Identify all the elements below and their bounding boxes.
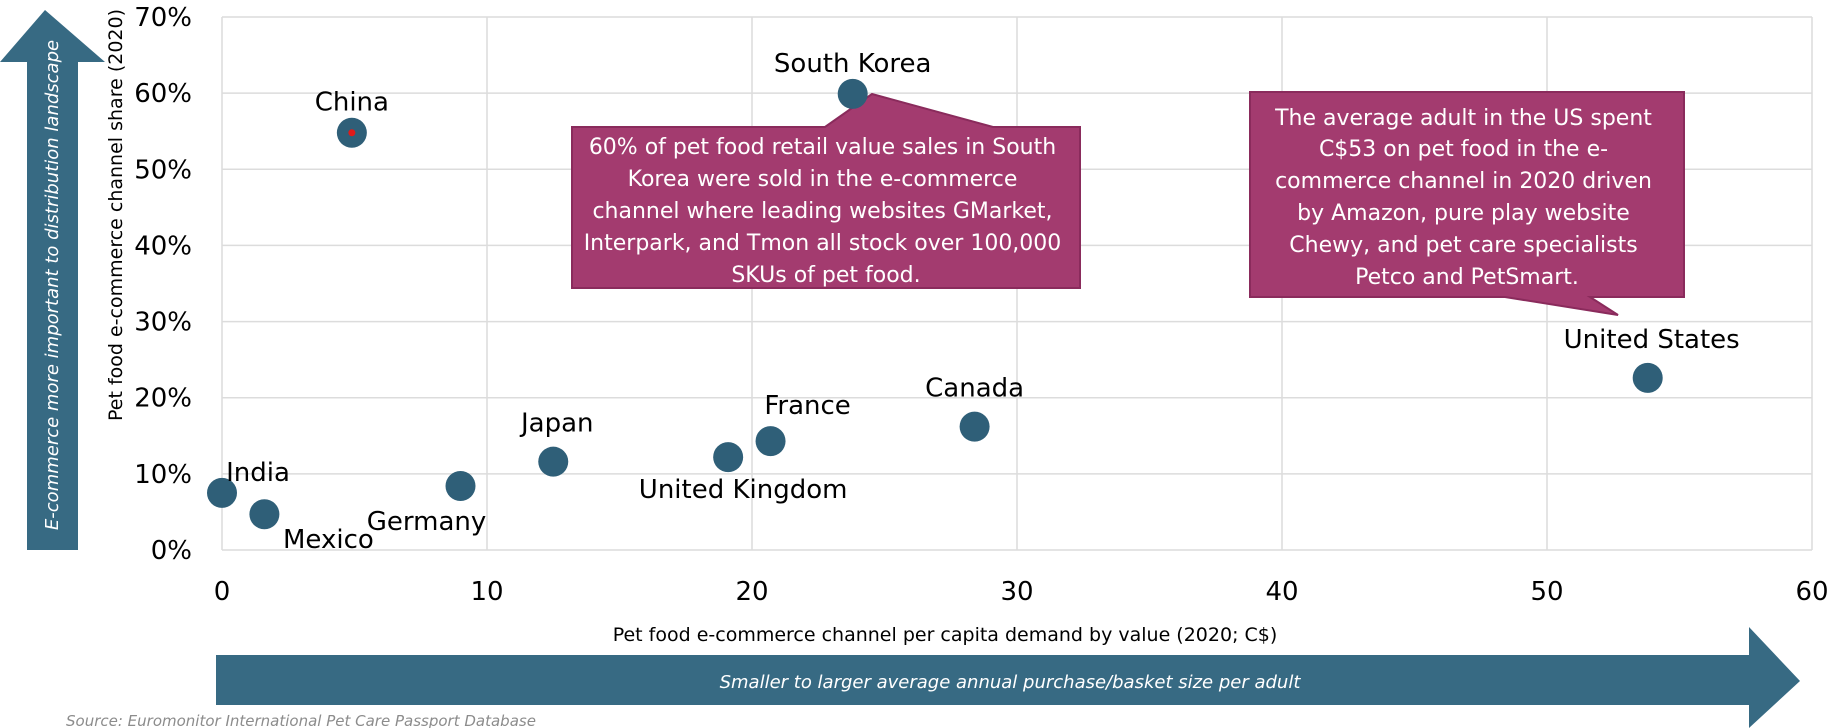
point-label-mexico: Mexico	[283, 525, 374, 555]
callout-south-korea-box	[571, 92, 1081, 289]
point-label-china: China	[315, 88, 389, 118]
x-tick-label: 20	[735, 577, 768, 607]
callout-south-korea-line: 60% of pet food retail value sales in So…	[589, 135, 1056, 160]
x-tick-label: 60	[1795, 577, 1828, 607]
y-tick-label: 50%	[134, 155, 192, 185]
y-tick-label: 60%	[134, 79, 192, 109]
callout-south-korea-line: Korea were sold in the e-commerce	[628, 167, 1018, 192]
x-axis-title: Pet food e-commerce channel per capita d…	[613, 624, 1278, 646]
callout-south-korea-line: channel where leading websites GMarket,	[592, 199, 1052, 224]
callout-united-states-line: by Amazon, pure play website	[1297, 201, 1630, 226]
callout-united-states-line: commerce channel in 2020 driven	[1275, 169, 1652, 194]
y-tick-label: 0%	[151, 536, 192, 566]
callout-united-states: The average adult in the US spent C$53 o…	[1249, 91, 1685, 316]
callout-south-korea-line: SKUs of pet food.	[731, 263, 920, 288]
point-label-germany: Germany	[367, 507, 487, 537]
x-tick-label: 30	[1000, 577, 1033, 607]
point-france	[755, 426, 786, 457]
callout-united-states-line: C$53 on pet food in the e-	[1319, 137, 1608, 162]
vertical-arrow-label: E-commerce more important to distributio…	[42, 40, 63, 530]
point-label-canada: Canada	[925, 374, 1024, 404]
data-points	[207, 78, 1663, 530]
point-canada	[959, 411, 990, 442]
point-label-united-kingdom: United Kingdom	[639, 475, 848, 505]
point-united-kingdom	[713, 442, 744, 473]
callout-united-states-box	[1249, 91, 1685, 316]
point-china-marker	[348, 129, 356, 137]
callout-united-states-line: The average adult in the US spent	[1274, 106, 1652, 131]
y-axis-title: Pet food e-commerce channel share (2020)	[105, 9, 127, 421]
point-mexico	[249, 499, 280, 530]
callout-united-states-line: Chewy, and pet care specialists	[1289, 233, 1637, 258]
point-united-states	[1632, 362, 1663, 393]
point-label-india: India	[226, 458, 290, 488]
y-tick-label: 70%	[134, 3, 192, 33]
horizontal-arrow-label: Smaller to larger average annual purchas…	[720, 672, 1302, 693]
x-tick-label: 50	[1530, 577, 1563, 607]
callout-south-korea-line: Interpark, and Tmon all stock over 100,0…	[584, 231, 1062, 256]
point-labels: India Mexico China Germany Japan United Kingd…	[226, 49, 1740, 555]
y-tick-label: 30%	[134, 308, 192, 338]
point-label-south-korea: South Korea	[774, 49, 932, 79]
svg-text:The average adult in the US sp: The average adult in the US spent C$53 o…	[1274, 106, 1659, 290]
x-tick-label: 0	[214, 577, 231, 607]
point-label-japan: Japan	[519, 409, 594, 439]
point-india	[207, 477, 237, 508]
y-tick-label: 40%	[134, 231, 192, 261]
vertical-arrow	[0, 10, 105, 550]
x-tick-label: 40	[1265, 577, 1298, 607]
y-tick-label: 20%	[134, 384, 192, 414]
source-note: Source: Euromonitor International Pet Ca…	[66, 712, 536, 728]
point-germany	[445, 471, 476, 502]
point-label-france: France	[764, 391, 850, 421]
callout-united-states-line: Petco and PetSmart.	[1355, 265, 1579, 290]
point-japan	[538, 446, 569, 477]
point-label-united-states: United States	[1564, 325, 1740, 355]
horizontal-arrow	[216, 627, 1800, 728]
svg-text:60% of pet food retail value s: 60% of pet food retail value sales in So…	[584, 135, 1069, 288]
callout-south-korea: 60% of pet food retail value sales in So…	[571, 92, 1081, 289]
point-south-korea	[837, 78, 868, 109]
y-tick-label: 10%	[134, 460, 192, 490]
x-tick-label: 10	[470, 577, 503, 607]
tick-labels: 0% 10% 20% 30% 40% 50% 60% 70% 0 10 20 30 40 50 60	[134, 3, 1828, 607]
